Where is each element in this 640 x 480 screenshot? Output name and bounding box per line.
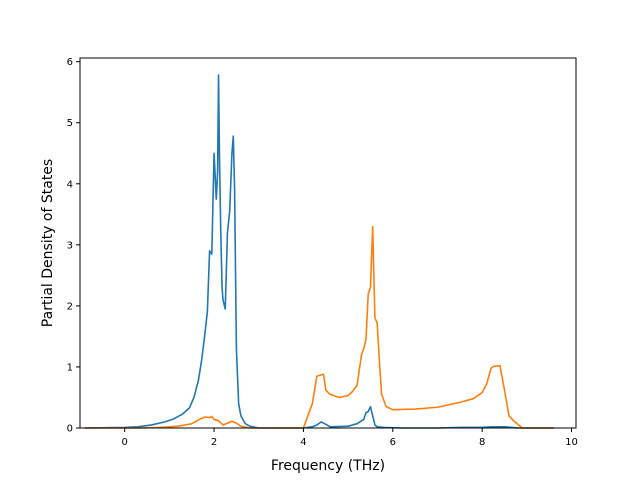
y-tick-label: 6: [67, 57, 73, 68]
y-tick-label: 5: [67, 118, 73, 129]
x-tick-label: 8: [479, 437, 485, 448]
x-tick-label: 0: [121, 437, 127, 448]
x-tick-label: 2: [211, 437, 217, 448]
y-tick-label: 0: [67, 424, 73, 435]
x-axis-title: Frequency (THz): [271, 458, 385, 474]
y-axis-title: Partial Density of States: [40, 159, 56, 327]
y-tick-label: 4: [67, 179, 73, 190]
y-tick-label: 2: [67, 301, 73, 312]
y-tick-label: 1: [67, 362, 73, 373]
y-tick-label: 3: [67, 240, 73, 251]
x-tick-label: 6: [390, 437, 396, 448]
x-tick-label: 10: [565, 437, 578, 448]
x-tick-label: 4: [300, 437, 306, 448]
